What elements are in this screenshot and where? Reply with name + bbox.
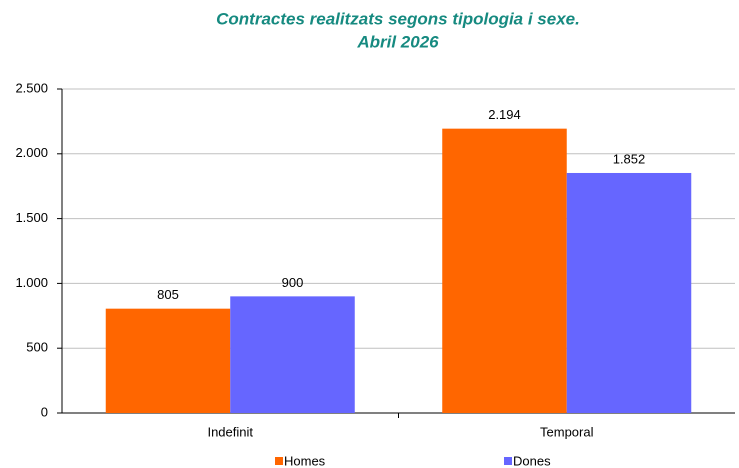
y-tick-label: 1.000 [15,275,48,290]
chart-title: Contractes realitzats segons tipologia i… [216,9,580,28]
legend-label: Dones [513,453,551,468]
legend-swatch [275,457,283,465]
x-tick-label: Temporal [540,424,594,439]
value-label: 2.194 [488,107,521,122]
y-tick-label: 1.500 [15,210,48,225]
value-label: 1.852 [613,151,646,166]
chart-subtitle: Abril 2026 [356,32,439,51]
y-tick-label: 500 [26,340,48,355]
value-label: 805 [157,287,179,302]
x-tick-label: Indefinit [207,424,253,439]
bar [105,308,231,413]
bar [230,296,355,413]
legend-label: Homes [284,453,326,468]
y-tick-label: 2.500 [15,80,48,95]
value-label: 900 [282,275,304,290]
y-tick-label: 0 [41,404,48,419]
bar [566,172,692,413]
y-tick-label: 2.000 [15,145,48,160]
bar [442,128,567,413]
legend-swatch [504,457,512,465]
